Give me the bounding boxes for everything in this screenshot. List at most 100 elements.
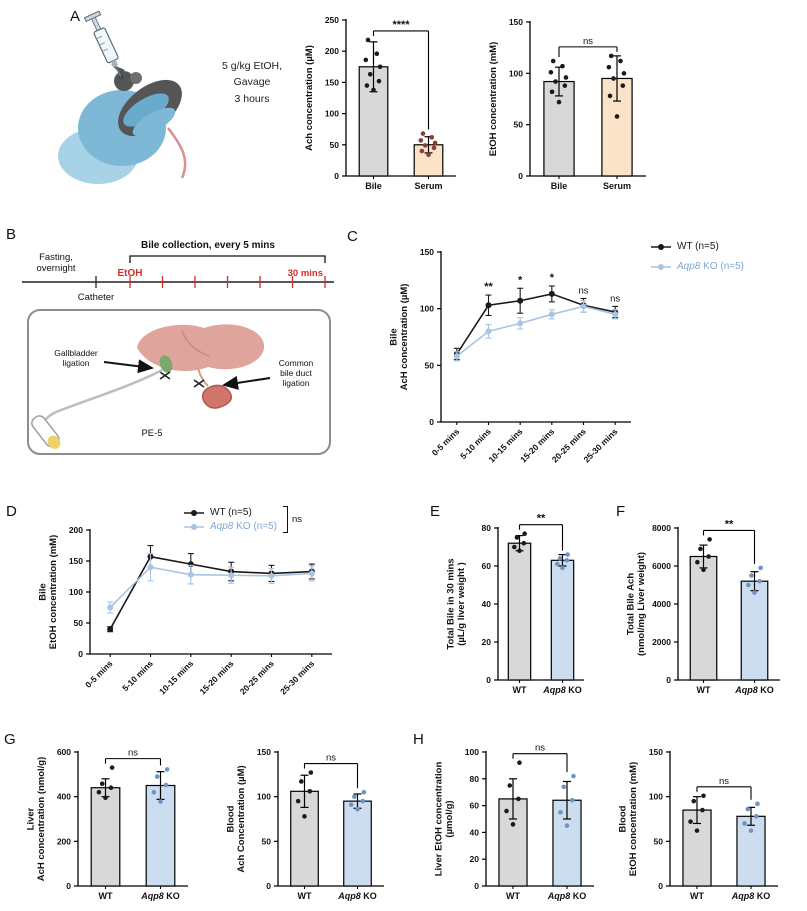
chart-total-bile-ach: 0 2000 4000 6000 8000 Total Bile Ach (nmol/mg … — [620, 506, 792, 706]
svg-text:150: 150 — [509, 17, 523, 27]
svg-text:Bile: Bile — [38, 583, 49, 600]
caption-line-2: Gavage — [233, 76, 271, 89]
chart-bile-ach-timecourse: 0 50 100 150 Bile AcH concentration (µM) 0-5 m… — [383, 230, 641, 484]
collection-bracket — [129, 255, 326, 263]
svg-text:6000: 6000 — [652, 561, 671, 571]
svg-text:**: ** — [537, 513, 546, 525]
svg-text:200: 200 — [325, 46, 339, 56]
svg-text:20-25 mins: 20-25 mins — [238, 658, 276, 696]
svg-text:AcH concentration (nmol/g): AcH concentration (nmol/g) — [36, 757, 47, 882]
svg-text:**: ** — [484, 281, 493, 293]
liver-illustration — [137, 324, 265, 372]
gallbladder — [159, 355, 173, 373]
svg-text:80: 80 — [482, 523, 492, 533]
svg-text:100: 100 — [325, 109, 339, 119]
svg-text:0: 0 — [66, 881, 71, 891]
svg-text:40: 40 — [470, 827, 480, 837]
svg-text:4000: 4000 — [652, 599, 671, 609]
svg-text:100: 100 — [420, 304, 434, 314]
mouse-tail — [167, 127, 187, 179]
fasting-label-1: Fasting, — [39, 252, 73, 263]
chart-etoh-bile-serum: 0 50 100 150 EtOH concentration (mM) Bile Seru… — [480, 6, 658, 202]
svg-text:0: 0 — [78, 649, 83, 659]
chart-bile-etoh-timecourse: 0 50 100 150 200 Bile EtOH concentration (mM) 0… — [28, 504, 344, 714]
svg-text:Aqp8 KO: Aqp8 KO — [140, 891, 180, 901]
caption-line-3: 3 hours — [234, 92, 270, 105]
legend-label: WT (n=5) — [210, 507, 252, 518]
svg-text:ns: ns — [578, 285, 588, 296]
bile-collection-label: Bile collection, every 5 mins — [141, 240, 275, 251]
svg-text:WT: WT — [506, 891, 520, 901]
legend-label: Aqp8 KO (n=5) — [210, 521, 277, 532]
svg-text:0-5 mins: 0-5 mins — [430, 426, 462, 458]
svg-text:150: 150 — [69, 556, 83, 566]
svg-text:200: 200 — [69, 525, 83, 535]
svg-text:WT: WT — [513, 685, 527, 695]
legend-label: WT (n=5) — [677, 241, 719, 252]
svg-text:150: 150 — [649, 747, 663, 757]
etoh-label: EtOH — [118, 268, 143, 279]
svg-text:ns: ns — [610, 293, 620, 304]
svg-text:EtOH concentration (mM): EtOH concentration (mM) — [48, 535, 59, 650]
svg-text:5-10 mins: 5-10 mins — [120, 658, 155, 693]
svg-text:150: 150 — [420, 247, 434, 257]
svg-text:50: 50 — [514, 120, 524, 130]
legend-C: WT (n=5) Aqp8 KO (n=5) — [650, 241, 744, 272]
intestine-illustration — [201, 384, 233, 409]
legend-swatch — [184, 509, 204, 516]
mouse-ear — [130, 72, 142, 84]
svg-text:(µmol/g): (µmol/g) — [444, 800, 455, 837]
liver-lobe-line — [181, 330, 211, 357]
svg-text:Aqp8 KO: Aqp8 KO — [542, 685, 582, 695]
svg-text:WT: WT — [99, 891, 113, 901]
svg-text:Aqp8 KO: Aqp8 KO — [734, 685, 774, 695]
svg-text:150: 150 — [325, 77, 339, 87]
chart-blood-ach: 0 50 100 150 Blood Ach Concentration (µM) WT Aq… — [226, 732, 398, 911]
svg-text:0: 0 — [658, 881, 663, 891]
svg-text:WT: WT — [298, 891, 312, 901]
chart-svg-H2: 0 50 100 150 Blood EtOH concentration (mM) WT A… — [618, 747, 778, 901]
svg-text:ns: ns — [326, 753, 336, 764]
svg-text:WT: WT — [697, 685, 711, 695]
surgery-box — [27, 309, 331, 455]
svg-text:Ach concentration (µM): Ach concentration (µM) — [304, 45, 315, 151]
glove-fingers — [123, 93, 169, 127]
panel-label-c: C — [347, 228, 358, 245]
collection-tube — [31, 415, 61, 449]
svg-text:25-30 mins: 25-30 mins — [278, 658, 316, 696]
gallbladder-ligation-label-1: Gallbladder — [54, 348, 98, 358]
svg-text:**: ** — [725, 518, 734, 530]
duct-ligation-label-3: ligation — [283, 378, 310, 388]
svg-text:Aqp8 KO: Aqp8 KO — [547, 891, 587, 901]
svg-text:100: 100 — [257, 792, 271, 802]
svg-text:Serum: Serum — [603, 181, 631, 191]
caption-line-1: 5 g/kg EtOH, — [221, 60, 283, 72]
chart-svg-F: 0 2000 4000 6000 8000 Total Bile Ach (nmol/mg … — [626, 518, 780, 695]
svg-text:150: 150 — [257, 747, 271, 757]
svg-text:Serum: Serum — [414, 181, 442, 191]
chart-liver-etoh: 0 20 40 60 80 100 Liver EtOH concentration (µmo… — [430, 732, 610, 911]
svg-text:25-30 mins: 25-30 mins — [581, 426, 619, 464]
chart-total-bile: 0 20 40 60 80 Total Bile in 30 mins (µL/g live… — [446, 506, 596, 706]
duct-arrow — [222, 375, 271, 390]
svg-text:20: 20 — [470, 854, 480, 864]
svg-text:100: 100 — [69, 587, 83, 597]
panel-label-a: A — [70, 8, 81, 25]
svg-text:Total Bile Ach: Total Bile Ach — [626, 573, 637, 635]
chart-svg-A2: 0 50 100 150 EtOH concentration (mM) Bile Seru… — [488, 17, 646, 191]
ligation-clip-gallbladder — [159, 371, 171, 380]
chart-svg-G2: 0 50 100 150 Blood Ach Concentration (µM) WT Aq… — [226, 747, 384, 901]
syringe-illustration — [83, 10, 122, 79]
chart-blood-etoh: 0 50 100 150 Blood EtOH concentration (mM) WT A… — [618, 732, 792, 911]
svg-text:0: 0 — [666, 675, 671, 685]
duct-ligation-label-1: Common — [279, 358, 314, 368]
svg-text:50: 50 — [262, 836, 272, 846]
svg-text:200: 200 — [57, 836, 71, 846]
gavage-caption: 5 g/kg EtOH, Gavage 3 hours — [204, 58, 300, 107]
pe5-label: PE-5 — [141, 428, 162, 439]
gallbladder-arrow — [103, 359, 154, 374]
ligation-clip-duct — [193, 379, 205, 388]
svg-text:2000: 2000 — [652, 637, 671, 647]
svg-text:AcH concentration (µM): AcH concentration (µM) — [399, 284, 410, 391]
mouse-gavage-illustration — [58, 10, 187, 184]
